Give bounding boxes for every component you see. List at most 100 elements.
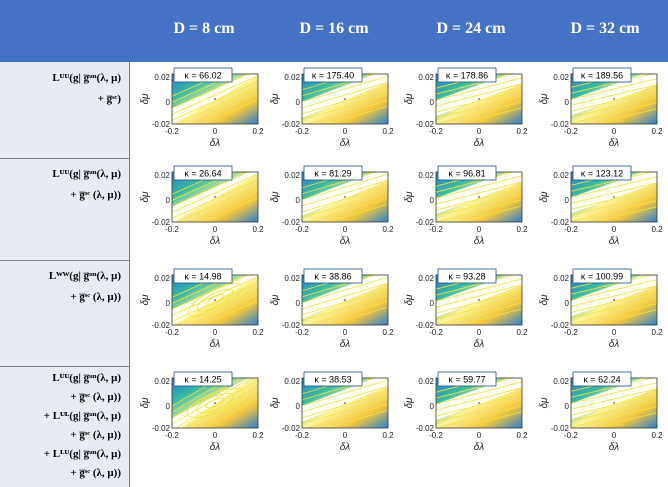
row-label-3-line-1: Lᵂᵂ(g| g̅ᵘⁿ(λ, μ) xyxy=(48,270,121,282)
y-tick-label: 0 xyxy=(296,98,301,107)
x-axis-label: δλ xyxy=(474,442,485,453)
y-axis-label: δμ xyxy=(539,191,550,203)
x-tick-label: -0.2 xyxy=(429,127,443,136)
kappa-label: κ = 175.40 xyxy=(303,67,363,83)
x-tick-label: -0.2 xyxy=(165,431,179,440)
y-tick-label: -0.02 xyxy=(416,424,435,433)
x-axis-label: δλ xyxy=(609,236,620,247)
row-label-2-line-1: Lᵁᵁ(g| g̅ᵘⁿ(λ, μ) xyxy=(52,168,121,180)
x-axis-label: δλ xyxy=(210,339,221,350)
row-label-4: Lᵁᵁ(g| g̅ᵘⁿ(λ, μ) + g̅ˢᶜ (λ, μ)) + Lᵁᴸ(g… xyxy=(0,366,129,487)
x-axis-label: δλ xyxy=(474,236,485,247)
x-tick-label: 0 xyxy=(213,431,218,440)
y-axis-label: δμ xyxy=(140,397,151,409)
kappa-value: κ = 100.99 xyxy=(581,272,623,282)
y-tick-label: 0 xyxy=(166,196,171,205)
x-tick-label: -0.2 xyxy=(165,127,179,136)
y-tick-label: 0.02 xyxy=(284,377,300,386)
y-tick-label: 0 xyxy=(296,299,301,308)
kappa-label: κ = 66.02 xyxy=(173,67,233,83)
y-tick-label: 0.02 xyxy=(284,171,300,180)
x-axis-label: δλ xyxy=(474,339,485,350)
x-tick-label: 0.2 xyxy=(252,225,264,234)
x-tick-label: -0.2 xyxy=(295,225,309,234)
y-tick-label: 0.02 xyxy=(154,171,170,180)
header-d8: D = 8 cm xyxy=(173,20,235,37)
y-tick-label: -0.02 xyxy=(152,120,171,129)
y-tick-label: -0.02 xyxy=(152,424,171,433)
kappa-label: κ = 178.86 xyxy=(437,67,497,83)
kappa-label: κ = 14.25 xyxy=(173,371,233,387)
contour-plot-r3-c4: κ = 100.99 0.02 0 -0.02-0.2 0 0.2 δλ δμ xyxy=(539,268,663,350)
kappa-value: κ = 96.81 xyxy=(448,169,485,179)
x-tick-label: -0.2 xyxy=(295,328,309,337)
kappa-label: κ = 14.98 xyxy=(173,268,233,284)
x-axis-label: δλ xyxy=(340,442,351,453)
kappa-label: κ = 62.24 xyxy=(572,371,632,387)
row-label-4-line-1: Lᵁᵁ(g| g̅ᵘⁿ(λ, μ) xyxy=(52,372,121,384)
y-tick-label: -0.02 xyxy=(416,218,435,227)
y-tick-label: 0 xyxy=(296,402,301,411)
y-tick-label: 0 xyxy=(430,196,435,205)
row-label-1: Lᵁᵁ(g| g̅ᵘⁿ(λ, μ) + g̅ˢᶜ) xyxy=(0,62,129,158)
y-tick-label: 0.02 xyxy=(418,377,434,386)
contour-plot-r1-c2: κ = 175.40 0.02 0 -0.02-0.2 0 0.2 δλ δμ xyxy=(270,67,394,149)
column-divider xyxy=(129,62,130,487)
y-tick-label: 0.02 xyxy=(553,171,569,180)
y-tick-label: 0.02 xyxy=(553,73,569,82)
x-tick-label: 0 xyxy=(343,431,348,440)
kappa-label: κ = 100.99 xyxy=(572,268,632,284)
y-axis-label: δμ xyxy=(539,93,550,105)
x-tick-label: -0.2 xyxy=(429,431,443,440)
contour-plot-r2-c1: κ = 26.64 0.02 0 -0.02-0.2 0 0.2 δλ δμ xyxy=(140,165,264,247)
y-tick-label: -0.02 xyxy=(416,321,435,330)
contour-plot-r1-c4: κ = 189.56 0.02 0 -0.02-0.2 0 0.2 δλ δμ xyxy=(539,67,663,149)
kappa-value: κ = 26.64 xyxy=(184,169,221,179)
kappa-value: κ = 189.56 xyxy=(581,71,623,81)
y-tick-label: 0.02 xyxy=(553,274,569,283)
x-axis-label: δλ xyxy=(609,138,620,149)
x-tick-label: 0.2 xyxy=(651,127,663,136)
y-tick-label: -0.02 xyxy=(282,424,301,433)
row-label-3-line-2: + g̅ˢᶜ (λ, μ)) xyxy=(70,291,121,303)
y-tick-label: 0.02 xyxy=(154,73,170,82)
header-d32: D = 32 cm xyxy=(570,20,640,37)
kappa-label: κ = 38.86 xyxy=(303,268,363,284)
kappa-label: κ = 189.56 xyxy=(572,67,632,83)
contour-plot-r4-c4: κ = 62.24 0.02 0 -0.02-0.2 0 0.2 δλ δμ xyxy=(539,371,663,453)
x-tick-label: 0.2 xyxy=(651,225,663,234)
x-axis-label: δλ xyxy=(340,138,351,149)
x-tick-label: 0 xyxy=(612,328,617,337)
x-tick-label: -0.2 xyxy=(564,225,578,234)
y-tick-label: 0 xyxy=(565,98,570,107)
contour-plot-r2-c3: κ = 96.81 0.02 0 -0.02-0.2 0 0.2 δλ δμ xyxy=(404,165,528,247)
y-tick-label: 0.02 xyxy=(418,274,434,283)
y-tick-label: -0.02 xyxy=(551,321,570,330)
x-axis-label: δλ xyxy=(609,442,620,453)
kappa-label: κ = 59.77 xyxy=(437,371,497,387)
kappa-value: κ = 123.12 xyxy=(581,169,623,179)
contour-plot-r1-c1: κ = 66.02 0.02 0 -0.02-0.2 0 0.2 δλ δμ xyxy=(140,67,264,149)
row-label-2-line-2: + g̅ˢᶜ (λ, μ)) xyxy=(70,189,121,201)
x-tick-label: 0.2 xyxy=(651,431,663,440)
contour-plot-r3-c2: κ = 38.86 0.02 0 -0.02-0.2 0 0.2 δλ δμ xyxy=(270,268,394,350)
y-axis-label: δμ xyxy=(270,93,281,105)
y-tick-label: 0 xyxy=(166,299,171,308)
x-axis-label: δλ xyxy=(210,138,221,149)
kappa-label: κ = 123.12 xyxy=(572,165,632,181)
kappa-value: κ = 81.29 xyxy=(314,169,351,179)
row-label-4-line-3: + Lᵁᴸ(g| g̅ᵘⁿ(λ, μ) xyxy=(43,410,121,422)
kappa-value: κ = 38.53 xyxy=(314,375,351,385)
x-tick-label: -0.2 xyxy=(295,127,309,136)
x-tick-label: 0.2 xyxy=(516,225,528,234)
y-tick-label: 0.02 xyxy=(284,274,300,283)
contour-plot-r4-c2: κ = 38.53 0.02 0 -0.02-0.2 0 0.2 δλ δμ xyxy=(270,371,394,453)
header-d16: D = 16 cm xyxy=(299,20,369,37)
y-tick-label: -0.02 xyxy=(551,218,570,227)
x-tick-label: 0 xyxy=(343,127,348,136)
x-tick-label: -0.2 xyxy=(564,127,578,136)
x-tick-label: 0.2 xyxy=(516,431,528,440)
y-tick-label: 0 xyxy=(565,299,570,308)
y-axis-label: δμ xyxy=(270,397,281,409)
